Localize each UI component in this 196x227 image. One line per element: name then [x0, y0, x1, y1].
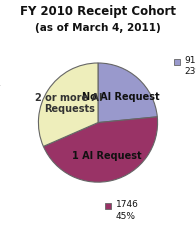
Wedge shape	[38, 63, 98, 146]
Wedge shape	[43, 117, 158, 182]
Text: 910
23%: 910 23%	[184, 56, 196, 76]
Wedge shape	[98, 63, 157, 123]
Text: 1 AI Request: 1 AI Request	[72, 151, 142, 161]
Text: No AI Request: No AI Request	[82, 92, 160, 102]
Text: (as of March 4, 2011): (as of March 4, 2011)	[35, 23, 161, 33]
Text: FY 2010 Receipt Cohort: FY 2010 Receipt Cohort	[20, 5, 176, 17]
Text: 1224
32%: 1224 32%	[0, 80, 1, 100]
Text: 1746
45%: 1746 45%	[116, 200, 139, 220]
Text: 2 or more AI
Requests: 2 or more AI Requests	[35, 93, 103, 114]
